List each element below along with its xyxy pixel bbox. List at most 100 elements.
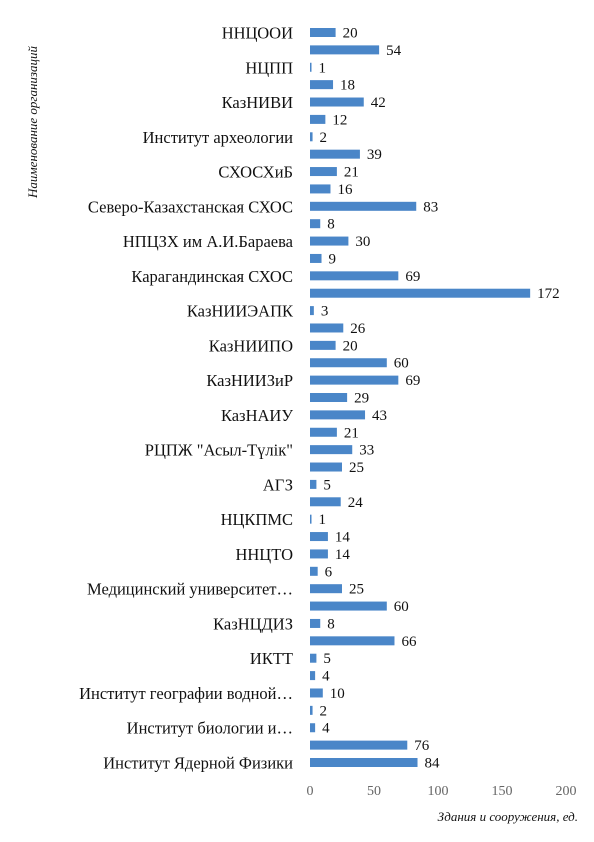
category-label: ННЦТО: [235, 545, 293, 564]
data-label: 33: [359, 443, 374, 459]
bar: [310, 236, 349, 246]
data-label: 16: [337, 182, 353, 198]
category-labels: ННЦООИ НЦПП КазНИВИ Институт археологии СХОС…: [79, 24, 294, 773]
category-label: РЦПЖ "Асыл-Түлік": [145, 441, 293, 460]
data-label: 8: [327, 616, 335, 632]
data-label: 2: [320, 130, 328, 146]
category-label: НЦПП: [245, 58, 293, 77]
x-axis-title: Здания и сооружения, ед.: [438, 809, 578, 824]
data-label: 8: [327, 217, 335, 233]
category-label: КазНИВИ: [222, 93, 293, 112]
data-label: 54: [386, 43, 402, 59]
bar: [310, 479, 317, 489]
data-label: 10: [330, 686, 345, 702]
data-label: 21: [344, 425, 359, 441]
category-label: КазНИИЗиР: [206, 371, 293, 390]
bar: [310, 288, 531, 298]
bar: [310, 393, 348, 402]
bar: [310, 45, 380, 55]
data-label: 2: [320, 703, 328, 719]
data-label: 18: [340, 78, 355, 94]
bar: [310, 618, 321, 628]
value-labels: 2054118421223921168383096917232620606929…: [319, 26, 560, 772]
bar: [310, 427, 337, 437]
category-label: АГЗ: [263, 475, 293, 494]
category-label: КазНИИПО: [209, 336, 293, 355]
bar: [310, 740, 408, 750]
bar: [310, 549, 328, 559]
category-label: КазНИИЭАПК: [187, 302, 294, 321]
bar: [310, 584, 342, 594]
category-label: НЦКПМС: [221, 510, 293, 529]
data-label: 5: [323, 651, 331, 667]
category-label: ННЦООИ: [222, 24, 293, 43]
bar: [310, 80, 334, 90]
data-label: 69: [405, 373, 420, 389]
bar: [310, 97, 364, 107]
y-axis-title: Наименование организаций: [25, 45, 40, 199]
data-label: 9: [329, 251, 337, 267]
bar: [310, 445, 353, 455]
x-tick-label: 200: [556, 784, 577, 799]
bars: [310, 28, 531, 767]
category-label: ИКТТ: [250, 649, 293, 668]
bar: [310, 323, 344, 333]
bar: [310, 271, 399, 281]
data-label: 20: [343, 338, 358, 354]
data-label: 76: [414, 738, 430, 754]
data-label: 1: [319, 60, 327, 76]
bar: [310, 358, 387, 368]
data-label: 60: [394, 599, 409, 615]
data-label: 21: [344, 165, 359, 181]
x-tick-label: 100: [428, 784, 449, 799]
bar: [310, 723, 316, 733]
bar: [310, 601, 387, 611]
x-tick-label: 150: [492, 784, 513, 799]
data-label: 66: [401, 634, 417, 650]
bar: [310, 28, 336, 37]
bar: [310, 62, 312, 72]
data-label: 25: [349, 460, 364, 476]
x-axis-ticks: 0 50 100 150 200: [307, 784, 577, 799]
bar: [310, 201, 417, 211]
data-label: 14: [335, 547, 351, 563]
bar: [310, 671, 316, 681]
data-label: 6: [325, 564, 333, 580]
data-label: 69: [405, 269, 420, 285]
data-label: 29: [354, 391, 369, 407]
bar: [310, 514, 312, 524]
bar: [310, 167, 337, 177]
bar: [310, 184, 331, 194]
data-label: 12: [332, 112, 347, 128]
data-label: 30: [355, 234, 370, 250]
category-label: Карагандинская СХОС: [131, 267, 293, 286]
bar: [310, 410, 366, 420]
data-label: 4: [322, 669, 330, 685]
data-label: 14: [335, 530, 351, 546]
bar: [310, 636, 395, 646]
category-label: Северо-Казахстанская СХОС: [88, 197, 293, 216]
bar: [310, 114, 326, 124]
bar: [310, 688, 323, 698]
category-label: Медицинский университет…: [87, 580, 293, 599]
data-label: 20: [343, 26, 358, 42]
category-label: КазНЦДИЗ: [213, 614, 293, 633]
bar: [310, 132, 313, 142]
data-label: 4: [322, 721, 330, 737]
bar: [310, 532, 328, 542]
data-label: 24: [348, 495, 364, 511]
bar: [310, 340, 336, 350]
data-label: 5: [323, 477, 331, 493]
bar: [310, 462, 342, 472]
bar: [310, 566, 318, 576]
data-label: 84: [425, 756, 441, 772]
bar: [310, 758, 418, 767]
category-label: КазНАИУ: [221, 406, 293, 425]
bar: [310, 653, 317, 663]
category-label: Институт Ядерной Физики: [103, 754, 293, 773]
bar: [310, 149, 360, 159]
data-label: 25: [349, 582, 364, 598]
data-label: 172: [537, 286, 560, 302]
data-label: 43: [372, 408, 387, 424]
